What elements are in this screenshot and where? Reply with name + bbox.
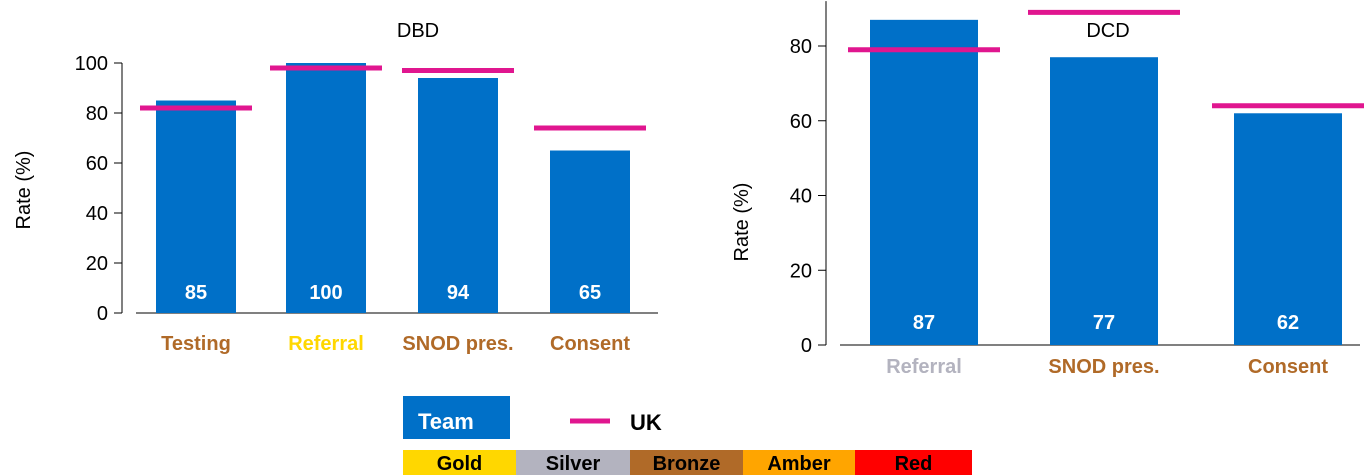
bar-team (1234, 113, 1342, 346)
y-tick-label: 20 (790, 260, 812, 282)
y-tick-label: 80 (790, 36, 812, 58)
y-tick-label: 20 (86, 253, 108, 275)
chart-dcd: DCD Rate (%) 0 20 40 60 80 87 77 62 Referral SN… (731, 1, 1364, 378)
bar-team (870, 19, 978, 346)
y-tick-label: 80 (86, 103, 108, 125)
legend-team-swatch (403, 396, 510, 439)
category-label: Referral (886, 356, 962, 378)
bar-team (550, 150, 630, 313)
y-tick-label: 60 (86, 153, 108, 175)
category-labels-dbd: Testing Referral SNOD pres. Consent (161, 333, 630, 355)
rating-key: Gold Silver Bronze Amber Red (403, 450, 972, 475)
y-axis-label-dcd: Rate (%) (731, 183, 753, 262)
rating-swatch-silver (516, 450, 630, 475)
category-label: Consent (550, 333, 630, 355)
rating-label-red: Red (895, 453, 933, 475)
bar-value-label: 62 (1277, 312, 1299, 334)
rating-label-bronze: Bronze (653, 453, 721, 475)
bar-value-label: 77 (1093, 312, 1115, 334)
y-tick-label: 40 (86, 203, 108, 225)
bar-value-label: 85 (185, 282, 207, 304)
bars-dcd (870, 19, 1342, 346)
bars-dbd (156, 63, 630, 313)
rating-label-amber: Amber (767, 453, 831, 475)
category-label: Referral (288, 333, 364, 355)
y-axis-label-dbd: Rate (%) (13, 151, 35, 230)
y-tick-label: 60 (790, 111, 812, 133)
y-tick-label: 0 (801, 335, 812, 357)
uk-markers-dbd (140, 65, 646, 131)
rating-swatch-bronze (630, 450, 743, 475)
bar-team (156, 100, 236, 313)
y-tick-label: 40 (790, 186, 812, 208)
legend: Team UK (403, 396, 662, 439)
bar-team (418, 78, 498, 313)
value-labels-dbd: 85 100 94 65 (185, 282, 601, 304)
category-label: Consent (1248, 356, 1328, 378)
y-tick-label: 100 (75, 53, 108, 75)
bar-team (1050, 57, 1158, 346)
bar-team (286, 63, 366, 313)
chart-dbd: DBD Rate (%) 0 20 40 60 80 100 85 100 94 65 Test… (13, 20, 658, 355)
uk-markers-dcd (848, 9, 1364, 109)
category-labels-dcd: Referral SNOD pres. Consent (886, 356, 1328, 378)
bar-value-label: 65 (579, 282, 601, 304)
bar-value-label: 100 (309, 282, 342, 304)
rating-swatch-gold (403, 450, 516, 475)
rating-swatch-red (855, 450, 972, 475)
y-tick-label: 0 (97, 303, 108, 325)
bar-value-label: 94 (447, 282, 470, 304)
rating-swatch-amber (743, 450, 855, 475)
rating-label-gold: Gold (437, 453, 483, 475)
value-labels-dcd: 87 77 62 (913, 312, 1299, 334)
legend-uk-label: UK (630, 410, 662, 435)
category-label: Testing (161, 333, 231, 355)
legend-team-label: Team (418, 409, 474, 434)
axes-dbd: 0 20 40 60 80 100 (75, 53, 658, 325)
category-label: SNOD pres. (1048, 356, 1159, 378)
category-label: SNOD pres. (402, 333, 513, 355)
chart-title-dcd: DCD (1086, 20, 1129, 42)
rating-label-silver: Silver (546, 453, 601, 475)
chart-title-dbd: DBD (397, 20, 439, 42)
bar-value-label: 87 (913, 312, 935, 334)
